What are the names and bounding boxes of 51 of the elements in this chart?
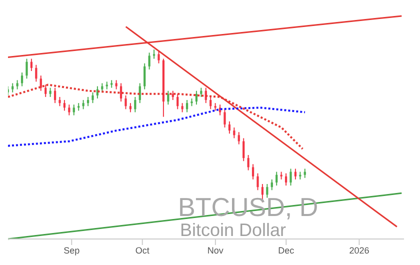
candlestick [30, 58, 33, 72]
candlestick [35, 64, 38, 82]
candlestick [276, 171, 278, 186]
candlestick [40, 75, 42, 92]
candlestick [224, 108, 226, 128]
candlestick [82, 100, 84, 110]
candlestick [304, 168, 306, 178]
candlestick [233, 127, 236, 139]
candlestick [68, 104, 70, 116]
candlestick [129, 102, 132, 113]
candlestick [16, 80, 18, 90]
candlestick [72, 104, 75, 116]
candlestick [58, 96, 61, 107]
candlestick [134, 96, 136, 113]
candlestick [242, 138, 245, 162]
x-tick-label: Nov [207, 245, 224, 256]
candlestick [186, 100, 188, 113]
candlestick [148, 52, 150, 70]
candlestick [256, 172, 259, 191]
x-tick-label: Sep [64, 245, 80, 256]
candlestick [210, 96, 212, 110]
candlestick [20, 72, 24, 87]
candlestick [92, 92, 94, 104]
candlestick [158, 50, 160, 64]
candlestick [44, 84, 47, 98]
x-tick-label: 2026 [349, 245, 370, 256]
candlestick [26, 58, 28, 80]
candlestick [294, 168, 297, 180]
candlestick [252, 164, 254, 180]
candlestick [63, 100, 66, 112]
candlestick [200, 87, 202, 98]
candlestick [247, 154, 250, 171]
candlestick [86, 96, 90, 107]
candlestick [115, 80, 118, 90]
candlestick [228, 120, 231, 134]
candlestick [124, 94, 127, 110]
candlestick [270, 178, 273, 191]
candlestick [176, 93, 179, 110]
candlestick [12, 82, 14, 93]
candlestick [181, 102, 184, 113]
candlestick [238, 132, 240, 145]
candlestick [195, 90, 198, 106]
text: Bitcoin Dollar [180, 220, 286, 241]
candlestick [49, 87, 52, 98]
candlestick [152, 49, 156, 60]
x-tick-label: Oct [135, 245, 150, 256]
candlestick [284, 172, 288, 186]
candlestick [144, 62, 146, 90]
x-tick-label: Dec [278, 245, 295, 256]
candlestick [54, 87, 56, 104]
candlestick [290, 168, 292, 186]
